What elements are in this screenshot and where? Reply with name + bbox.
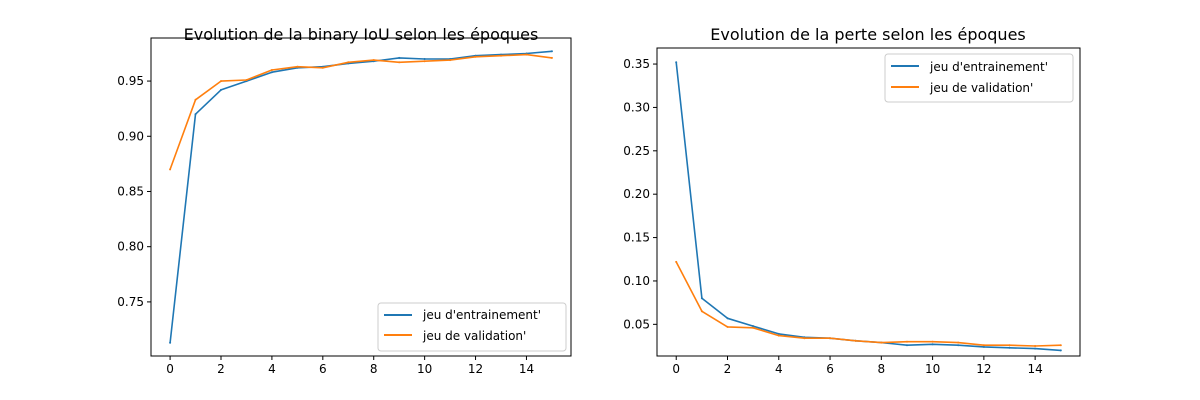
loss-legend-label-validation: jeu de validation': [929, 81, 1033, 95]
loss-axes-frame: [656, 47, 1081, 357]
iou-series-line-validation: [169, 53, 553, 171]
loss-series-point-validation: [1059, 344, 1062, 347]
iou-series-point-validation: [245, 79, 248, 81]
loss-series-point-train: [726, 317, 729, 320]
iou-series-point-train: [194, 113, 197, 116]
loss-series-point-validation: [675, 260, 678, 263]
loss-series-point-train: [957, 344, 960, 347]
iou-series-point-validation: [220, 80, 222, 83]
loss-series-point-validation: [931, 340, 934, 343]
iou-x-tick-label: 4: [268, 362, 276, 376]
loss-series-point-validation: [803, 337, 806, 340]
loss-series-point-train: [931, 343, 934, 346]
loss-x-tick-label: 2: [724, 362, 732, 376]
loss-legend-box: [884, 53, 1074, 103]
loss-series-point-validation: [752, 326, 755, 329]
iou-series-point-validation: [194, 98, 197, 101]
loss-series-point-validation: [1008, 344, 1011, 347]
loss-legend-label-train: jeu d'entrainement': [929, 60, 1048, 74]
loss-series-point-train: [675, 61, 678, 64]
iou-y-tick-label: 0.95: [117, 74, 144, 88]
iou-legend-label-validation: jeu de validation': [422, 329, 526, 343]
iou-y-tick-label: 0.75: [117, 295, 144, 309]
iou-x-tick-label: 2: [217, 362, 225, 376]
iou-series-point-validation: [525, 53, 528, 56]
iou-x-tick-label: 10: [417, 362, 432, 376]
loss-legend: jeu d'entrainement' jeu de validation': [884, 53, 1074, 103]
loss-series-point-validation: [829, 337, 831, 340]
iou-legend: jeu d'entrainement' jeu de validation': [377, 302, 567, 352]
loss-x-tick-label: 8: [877, 362, 885, 376]
iou-series-point-validation: [169, 168, 172, 171]
iou-legend-label-train: jeu d'entrainement': [422, 308, 541, 322]
iou-series-point-train: [398, 56, 401, 59]
loss-series-point-validation: [880, 341, 883, 344]
iou-series-point-train: [550, 50, 553, 53]
iou-series-point-validation: [321, 66, 324, 69]
loss-y-tick-label: 0.35: [623, 57, 650, 71]
iou-x-tick-label: 0: [166, 362, 174, 376]
loss-series-line-validation: [675, 261, 1062, 347]
loss-x-tick-label: 14: [1027, 362, 1042, 376]
iou-series-point-train: [220, 88, 222, 91]
loss-x-tick-label: 12: [976, 362, 991, 376]
loss-x-tick-label: 10: [925, 362, 940, 376]
loss-series-point-train: [982, 345, 985, 348]
loss-y-tick-label: 0.05: [623, 317, 650, 331]
loss-plot-area: 0 2 4 6 8 10 12 14 0.05 0.10 0.15 0.20 0.25 0.30 0.35: [623, 57, 1062, 376]
loss-y-tick-label: 0.10: [623, 274, 650, 288]
loss-series-point-validation: [906, 340, 908, 343]
iou-series-point-validation: [500, 54, 502, 57]
loss-series-point-train: [1059, 349, 1062, 352]
iou-chart: Evolution de la binary IoU selon les épo…: [117, 25, 572, 376]
loss-chart: Evolution de la perte selon les époques …: [623, 25, 1081, 376]
iou-series-point-train: [169, 341, 172, 344]
iou-plot-area: 0 2 4 6 8 10 12 14 0.75 0.80 0.85 0.90 0.95: [117, 50, 553, 376]
loss-series-point-validation: [957, 341, 960, 344]
loss-y-tick-label: 0.15: [623, 231, 650, 245]
loss-series-point-validation: [777, 334, 780, 337]
iou-y-tick-label: 0.80: [117, 240, 144, 254]
iou-series-point-validation: [270, 69, 273, 71]
iou-legend-box: [377, 302, 567, 352]
loss-series-point-validation: [700, 310, 703, 313]
iou-series-point-train: [423, 58, 426, 60]
loss-series-point-validation: [1034, 345, 1037, 347]
iou-series-point-validation: [296, 65, 299, 68]
loss-x-tick-label: 0: [672, 362, 680, 376]
iou-x-tick-label: 14: [519, 362, 534, 376]
loss-y-tick-label: 0.30: [623, 100, 650, 114]
iou-series-point-validation: [550, 56, 553, 59]
iou-series-point-train: [270, 71, 273, 74]
iou-x-tick-label: 8: [370, 362, 378, 376]
loss-series-point-train: [1034, 347, 1037, 350]
iou-y-tick-label: 0.90: [117, 129, 144, 143]
loss-series-point-train: [906, 344, 908, 347]
loss-series-point-validation: [982, 344, 985, 347]
loss-series-point-train: [700, 297, 703, 300]
iou-y-tick-label: 0.85: [117, 184, 144, 198]
iou-series-point-validation: [347, 61, 350, 64]
iou-series-point-validation: [398, 61, 401, 64]
loss-y-tick-label: 0.25: [623, 144, 650, 158]
iou-axes-frame: [150, 37, 572, 357]
loss-series-point-train: [777, 332, 780, 335]
loss-y-tick-label: 0.20: [623, 187, 650, 201]
loss-series-point-validation: [854, 339, 857, 342]
loss-series-point-train: [752, 325, 755, 328]
loss-x-tick-label: 6: [826, 362, 834, 376]
iou-chart-title: Evolution de la binary IoU selon les épo…: [184, 25, 539, 44]
loss-series-point-train: [1008, 346, 1011, 349]
loss-series-point-validation: [726, 325, 729, 328]
iou-series-point-validation: [474, 55, 477, 58]
iou-x-tick-label: 12: [468, 362, 483, 376]
iou-series-point-validation: [372, 59, 375, 62]
loss-chart-title: Evolution de la perte selon les époques: [710, 25, 1026, 44]
iou-series-point-validation: [423, 60, 426, 63]
iou-series-point-validation: [449, 59, 452, 62]
iou-series-line-train: [169, 50, 553, 344]
loss-x-tick-label: 4: [775, 362, 783, 376]
iou-x-tick-label: 6: [319, 362, 327, 376]
